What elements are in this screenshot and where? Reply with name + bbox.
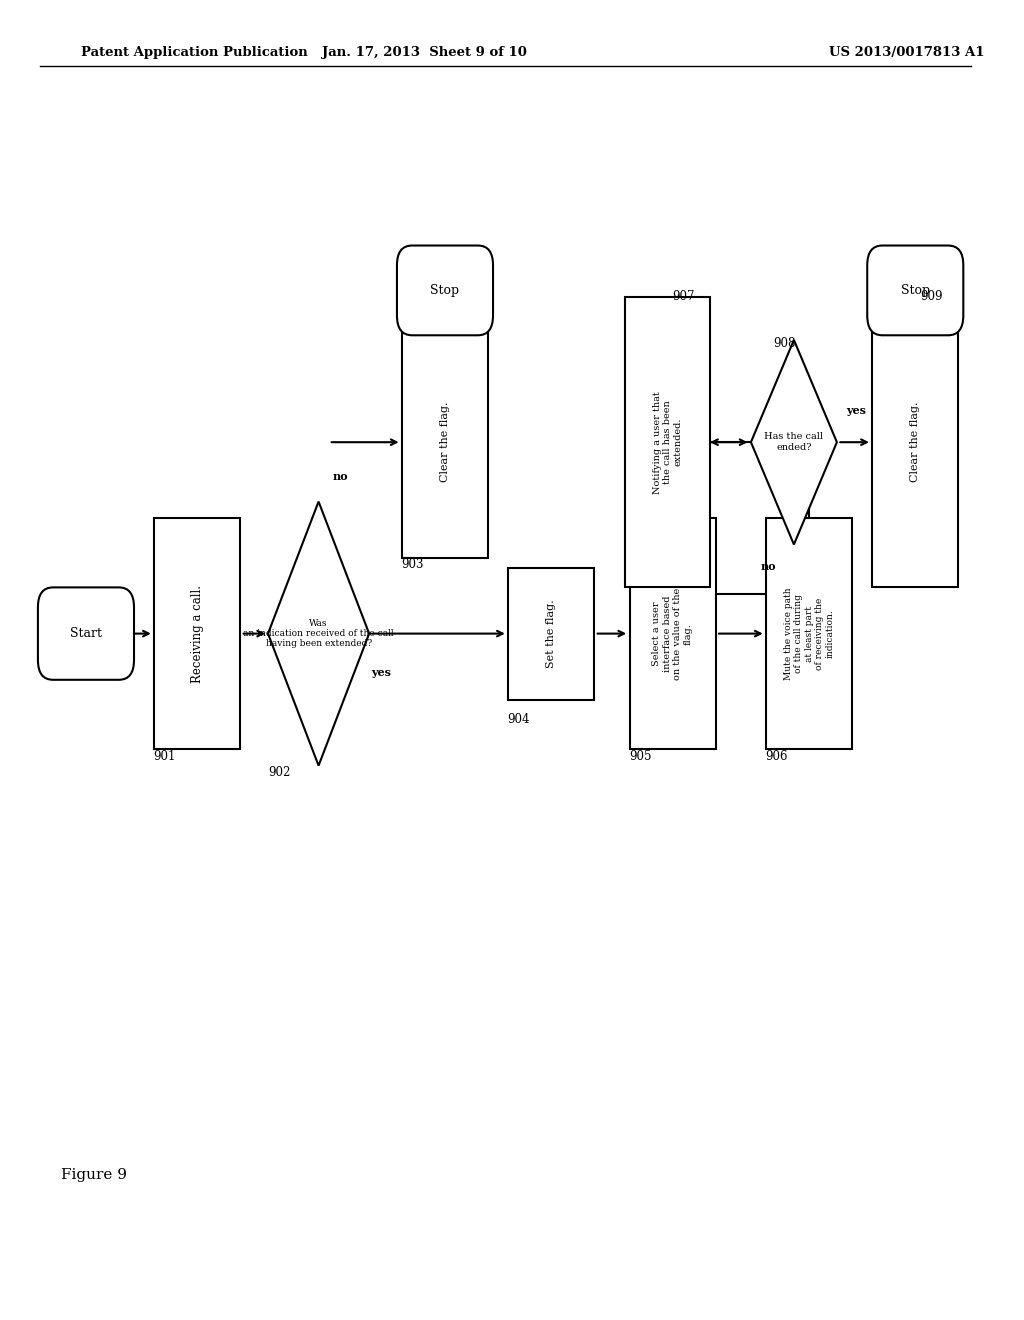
Text: Was
an indication received of the call
having been extended?: Was an indication received of the call h… [244,619,394,648]
Text: Clear the flag.: Clear the flag. [910,403,921,482]
Bar [625,297,711,587]
Text: Patent Application Publication: Patent Application Publication [81,46,307,59]
Bar [508,568,594,700]
Text: Set the flag.: Set the flag. [546,599,556,668]
Text: 903: 903 [401,558,424,572]
Bar [766,519,852,750]
Text: 906: 906 [766,750,788,763]
Text: Select a user
interface based
on the value of the
flag.: Select a user interface based on the val… [652,587,692,680]
Bar [155,519,241,750]
Text: 904: 904 [508,713,530,726]
Text: yes: yes [372,667,391,677]
Polygon shape [751,339,837,544]
FancyBboxPatch shape [38,587,134,680]
Bar [402,327,488,557]
Text: Receiving a call.: Receiving a call. [190,585,204,682]
Text: Stop: Stop [430,284,460,297]
Text: Jan. 17, 2013  Sheet 9 of 10: Jan. 17, 2013 Sheet 9 of 10 [323,46,527,59]
Text: 901: 901 [154,750,176,763]
Text: Figure 9: Figure 9 [60,1168,127,1183]
Text: Start: Start [70,627,102,640]
Text: US 2013/0017813 A1: US 2013/0017813 A1 [829,46,985,59]
Polygon shape [268,502,369,766]
Text: 907: 907 [673,290,695,304]
Text: 908: 908 [774,337,796,350]
FancyBboxPatch shape [867,246,964,335]
Text: 909: 909 [921,290,943,304]
Text: no: no [761,561,776,572]
Text: yes: yes [847,405,866,416]
Text: Clear the flag.: Clear the flag. [440,403,450,482]
Text: Notifying a user that
the call has been
extended.: Notifying a user that the call has been … [652,391,682,494]
Bar [872,297,958,587]
Text: Has the call
ended?: Has the call ended? [764,433,823,451]
Text: Mute the voice path
of the call during
at least part
of receiving the
indication: Mute the voice path of the call during a… [783,587,835,680]
Text: no: no [333,471,348,482]
Text: 905: 905 [629,750,651,763]
Text: 902: 902 [268,766,291,779]
FancyBboxPatch shape [397,246,493,335]
Bar [630,519,716,750]
Text: Stop: Stop [901,284,930,297]
